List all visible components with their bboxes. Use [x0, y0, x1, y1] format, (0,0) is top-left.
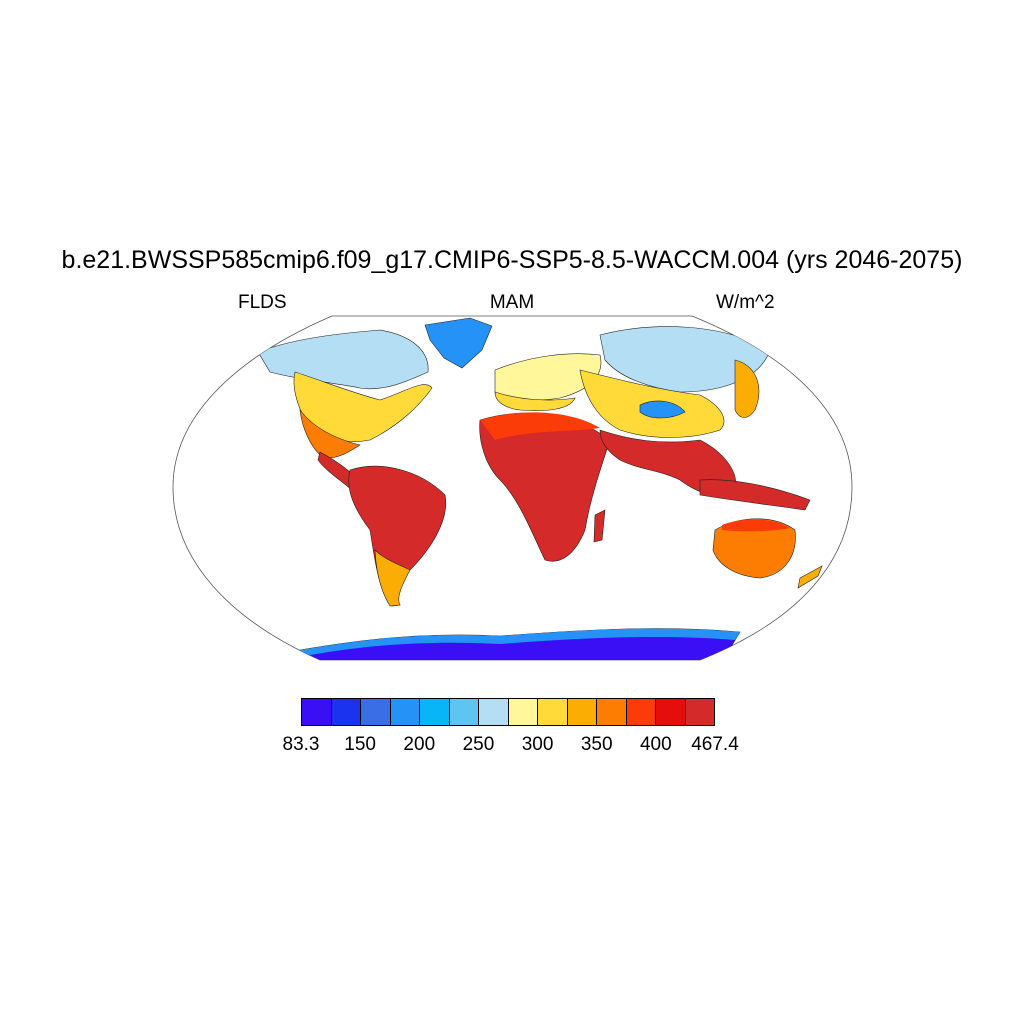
- units-label: W/m^2: [716, 292, 775, 313]
- colorbar-tick-label: 150: [344, 734, 376, 755]
- europe-south: [494, 391, 576, 411]
- colorbar: [301, 698, 715, 726]
- colorbar-swatch: [508, 699, 538, 725]
- antarctica-coast: [300, 628, 740, 656]
- colorbar-tick-label: 350: [580, 734, 613, 755]
- colorbar-swatch: [597, 699, 627, 725]
- map-title: b.e21.BWSSP585cmip6.f09_g17.CMIP6-SSP5-8…: [61, 246, 963, 274]
- colorbar-swatch: [479, 699, 509, 725]
- new-zealand: [797, 565, 823, 589]
- colorbar-tick-label: 467.4: [691, 734, 739, 755]
- colorbar-swatch: [538, 699, 568, 725]
- greenland: [424, 317, 493, 369]
- colorbar-swatch: [656, 699, 686, 725]
- colorbar-swatch: [449, 699, 479, 725]
- north-america-south: [299, 408, 361, 459]
- colorbar-swatch: [420, 699, 450, 725]
- south-america-south: [374, 549, 411, 607]
- colorbar-swatch: [302, 699, 332, 725]
- colorbar-tick-label: 300: [521, 734, 554, 755]
- colorbar-tick-label: 83.3: [282, 734, 320, 755]
- colorbar-swatch: [361, 699, 391, 725]
- colorbar-swatch: [390, 699, 420, 725]
- australia: [712, 518, 796, 579]
- madagascar: [593, 509, 606, 543]
- east-asia-coast: [734, 359, 760, 418]
- colorbar-swatch: [331, 699, 361, 725]
- colorbar-tick-label: 400: [639, 734, 672, 755]
- variable-label: FLDS: [238, 292, 287, 313]
- colorbar-swatch: [685, 699, 714, 725]
- australia-north: [722, 519, 790, 532]
- colorbar-swatch: [626, 699, 656, 725]
- colorbar-tick-label: 200: [403, 734, 436, 755]
- season-label: MAM: [489, 292, 535, 313]
- colorbar-swatch: [567, 699, 597, 725]
- africa-north: [480, 412, 600, 440]
- indonesia: [699, 479, 811, 511]
- tibet: [639, 400, 686, 419]
- colorbar-tick-label: 250: [462, 734, 495, 755]
